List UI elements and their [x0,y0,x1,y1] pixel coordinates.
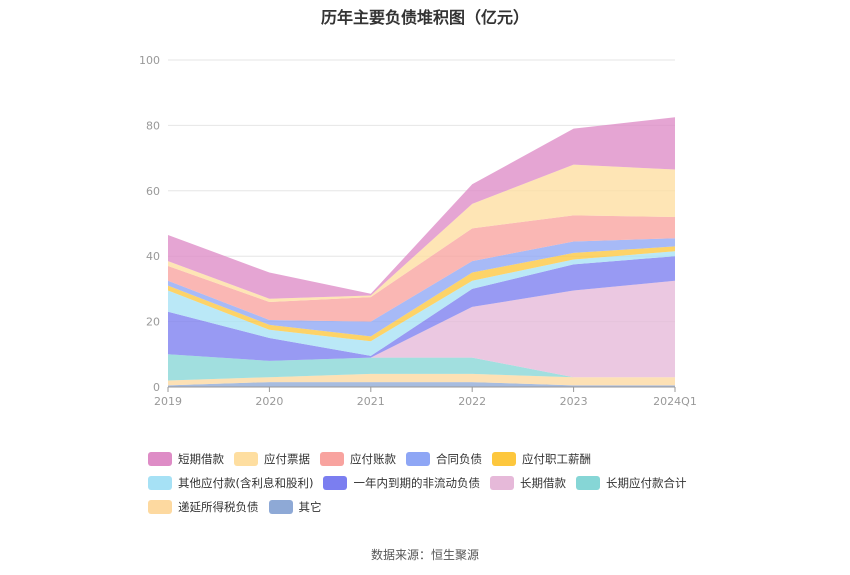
legend-label: 合同负债 [436,451,482,466]
x-tick-label: 2020 [255,395,283,408]
x-tick-label: 2022 [458,395,486,408]
legend-swatch [492,451,516,466]
y-tick-label: 40 [146,250,160,263]
legend-swatch [148,475,172,490]
legend-label: 递延所得税负债 [178,499,259,514]
legend-swatch [406,451,430,466]
area-series-4 [168,256,675,361]
y-tick-label: 60 [146,185,160,198]
area-series-3 [168,280,675,378]
legend-label: 其他应付款(含利息和股利) [178,475,314,490]
x-tick-label: 2023 [560,395,588,408]
legend-label: 长期应付款合计 [605,475,687,490]
area-series-9 [168,164,675,302]
area-series-1 [168,373,675,386]
legend-swatch [148,451,172,466]
area-series-group [168,117,675,387]
x-tick-label: 2019 [154,395,182,408]
chart-plot-area: 0 20 40 60 80 100 2019 2020 2021 2022 2023 2024Q1 [139,54,697,408]
legend-item[interactable]: 应付职工薪酬 [492,450,591,467]
legend-item[interactable]: 应付票据 [234,450,310,467]
legend-item[interactable]: 应付账款 [320,450,396,467]
y-tick-label: 20 [146,316,160,329]
legend-swatch [148,499,172,514]
legend-swatch [323,475,348,490]
legend-swatch [234,451,258,466]
legend-label: 一年内到期的非流动负债 [353,475,480,490]
area-series-0 [168,382,675,387]
legend-label: 其它 [298,499,322,514]
legend-item[interactable]: 递延所得税负债 [148,498,259,515]
legend-swatch [320,451,344,466]
area-series-2 [168,354,675,381]
legend-swatch [575,475,600,490]
legend: 短期借款 应付票据 应付账款 合同负债 应付职工薪酬其他应付款(含利息和股利) 一年内到期… [148,450,748,515]
legend-label: 长期借款 [519,475,566,490]
x-tick-label: 2024Q1 [653,395,697,408]
area-series-7 [168,238,675,337]
legend-label: 短期借款 [178,451,224,466]
legend-item[interactable]: 短期借款 [148,450,224,467]
legend-label: 应付职工薪酬 [522,451,591,466]
chart-title: 历年主要负债堆积图（亿元） [320,8,529,27]
y-tick-label: 0 [153,381,160,394]
legend-item[interactable]: 长期应付款合计 [575,474,687,491]
area-series-8 [168,215,675,322]
legend-swatch [268,499,293,514]
legend-item[interactable]: 其他应付款(含利息和股利) [148,474,313,491]
x-tick-label: 2021 [357,395,385,408]
legend-label: 应付票据 [264,451,310,466]
axes: 0 20 40 60 80 100 2019 2020 2021 2022 2023 2024Q1 [139,54,697,408]
legend-item[interactable]: 长期借款 [489,474,566,491]
legend-item[interactable]: 合同负债 [406,450,482,467]
legend-item[interactable]: 一年内到期的非流动负债 [323,474,480,491]
legend-swatch [489,475,514,490]
source-note: 数据来源：恒生聚源 [370,548,479,562]
y-tick-label: 100 [139,54,160,67]
legend-label: 应付账款 [350,451,396,466]
y-tick-label: 80 [146,119,160,132]
area-series-10 [168,117,675,299]
legend-item[interactable]: 其它 [268,498,322,515]
